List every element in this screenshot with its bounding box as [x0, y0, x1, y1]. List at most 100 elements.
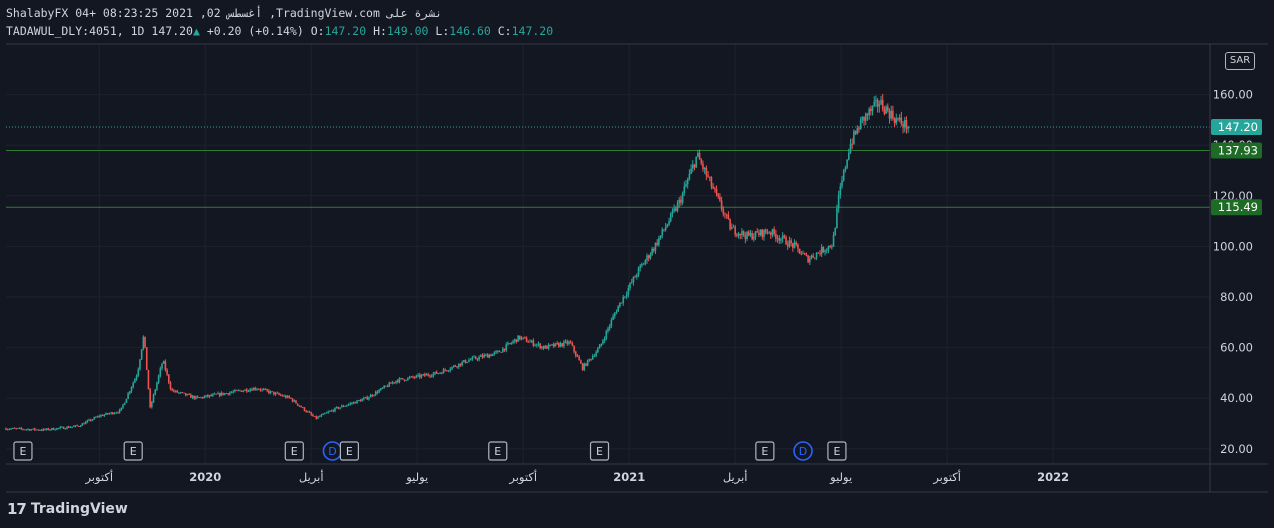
candle-body: [597, 348, 599, 353]
earnings-marker[interactable]: E: [123, 441, 143, 461]
plot-area[interactable]: [6, 44, 1210, 464]
svg-text:115.49: 115.49: [1218, 200, 1258, 214]
earnings-marker[interactable]: E: [755, 441, 775, 461]
candle-body: [74, 425, 77, 427]
price-tick-label: 80.00: [1220, 290, 1253, 304]
candle-body: [720, 200, 723, 210]
candle-body: [296, 403, 299, 406]
time-axis[interactable]: أكتوبر 2020 أبريل يوليو أكتوبر 2021 أبريل يوليو…: [84, 469, 1069, 485]
candle-body: [96, 416, 99, 418]
candle-body: [776, 238, 779, 239]
svg-text:137.93: 137.93: [1218, 143, 1258, 157]
candle-body: [266, 389, 268, 391]
candle-body: [686, 179, 689, 184]
candle-body: [656, 242, 658, 245]
candle-body: [424, 374, 426, 376]
candle-body: [747, 231, 750, 236]
candle-body: [123, 402, 126, 405]
candle-body: [78, 425, 80, 427]
candle-body: [822, 247, 825, 253]
candle-body: [286, 396, 289, 398]
candle-body: [471, 357, 474, 360]
candle-body: [641, 264, 643, 266]
candle-body: [644, 260, 647, 265]
candle-body: [495, 351, 497, 353]
candle-body: [569, 341, 572, 344]
price-tick-label: 40.00: [1220, 391, 1253, 405]
candle-body: [483, 355, 486, 358]
earnings-marker[interactable]: E: [339, 441, 359, 461]
candle-body: [49, 429, 51, 431]
candle-body: [417, 374, 419, 376]
earnings-marker[interactable]: E: [488, 441, 508, 461]
candle-body: [715, 188, 718, 194]
earnings-marker[interactable]: E: [589, 441, 610, 461]
candle-body: [13, 428, 16, 429]
candle-body: [691, 164, 694, 169]
candle-body: [366, 397, 368, 400]
candle-body: [615, 311, 618, 314]
candle-body: [95, 417, 97, 419]
candle-body: [620, 302, 623, 304]
candle-body: [40, 430, 43, 431]
candle-body: [590, 359, 592, 360]
candle-body: [37, 429, 40, 431]
candle-body: [705, 167, 708, 176]
candle-body: [666, 224, 669, 228]
candle-body: [89, 419, 92, 421]
candle-body: [900, 117, 903, 124]
candle-body: [174, 390, 177, 392]
candle-body: [558, 343, 560, 347]
candle-body: [444, 369, 447, 371]
candle-body: [814, 257, 816, 259]
candle-body: [844, 167, 847, 170]
candle-body: [364, 397, 367, 399]
candle-body: [559, 343, 562, 347]
candle-body: [145, 347, 148, 370]
candle-body: [792, 243, 794, 248]
candle-body: [8, 429, 11, 430]
dividend-marker[interactable]: D: [322, 441, 343, 461]
candle-body: [310, 412, 313, 415]
earnings-marker[interactable]: E: [827, 441, 847, 461]
candle-body: [583, 363, 586, 370]
svg-text:E: E: [346, 445, 353, 458]
candle-body: [496, 351, 499, 352]
candle-body: [461, 361, 463, 366]
candle-body: [257, 389, 260, 391]
candle-body: [515, 339, 518, 342]
candle-body: [359, 400, 362, 402]
candle-body: [534, 345, 536, 346]
candle-body: [768, 232, 770, 234]
earnings-marker[interactable]: E: [284, 441, 304, 461]
candle-body: [171, 389, 173, 391]
candle-body: [810, 255, 813, 259]
candle-body: [64, 428, 67, 430]
earnings-marker[interactable]: E: [13, 441, 33, 461]
candle-body: [317, 416, 319, 419]
dividend-marker[interactable]: D: [793, 441, 813, 461]
candle-body: [680, 199, 682, 203]
candle-body: [22, 428, 24, 430]
candle-body: [758, 232, 760, 236]
candle-body: [278, 393, 280, 395]
candle-body: [856, 128, 859, 134]
currency-badge[interactable]: SAR: [1225, 52, 1255, 70]
candle-body: [415, 375, 418, 378]
candle-body: [749, 233, 752, 236]
price-tick-label: 20.00: [1220, 442, 1253, 456]
candle-body: [188, 394, 190, 395]
svg-text:E: E: [494, 445, 501, 458]
candle-body: [363, 398, 365, 400]
candle-body: [456, 366, 458, 368]
candle-body: [122, 404, 124, 408]
candle-body: [695, 156, 697, 168]
price-tick-label: 160.00: [1213, 88, 1253, 102]
candle-body: [812, 255, 814, 258]
candle-body: [744, 235, 747, 239]
candle-body: [464, 360, 467, 363]
tradingview-logo[interactable]: 17 TradingView: [7, 500, 128, 518]
candle-body: [507, 343, 509, 345]
symbol-name[interactable]: TADAWUL_DLY:4051, 1D: [6, 24, 145, 38]
